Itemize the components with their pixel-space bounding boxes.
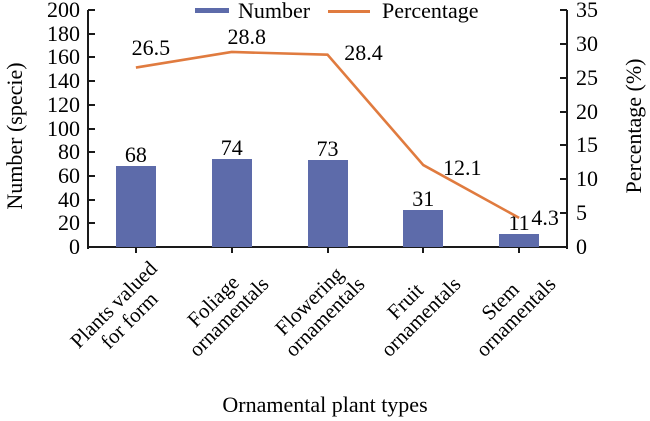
line-value-label: 28.8: [227, 23, 266, 49]
y-axis-tick-left: [88, 246, 95, 248]
y-axis-tick-label-left: 200: [47, 0, 80, 22]
y-axis-tick-label-left: 180: [47, 20, 80, 46]
line-value-label: 28.4: [344, 39, 383, 65]
y-axis-tick-right: [560, 76, 567, 79]
y-axis-tick-left: [88, 127, 95, 130]
bar-3: [307, 160, 348, 247]
bar-value-label: 31: [412, 186, 435, 212]
y-axis-tick-label-right: 25: [576, 64, 598, 90]
bar-4: [403, 210, 444, 247]
legend-line-swatch: [328, 10, 370, 13]
y-axis-tick-left: [88, 9, 95, 11]
bottom-axis-line: [87, 246, 568, 248]
bar-value-label: 68: [124, 142, 147, 168]
bar-1: [115, 166, 156, 247]
right-axis-line: [566, 10, 568, 249]
y-axis-tick-right: [560, 144, 567, 147]
y-axis-tick-label-right: 30: [576, 30, 598, 56]
y-axis-tick-right: [560, 246, 567, 248]
y-axis-tick-label-left: 80: [58, 139, 80, 165]
y-axis-tick-left: [88, 198, 95, 201]
x-axis-title: Ornamental plant types: [222, 392, 428, 417]
y-axis-tick-label-left: 160: [47, 44, 80, 70]
x-axis-tick: [326, 248, 329, 253]
y-axis-tick-label-left: 60: [58, 162, 80, 188]
y-axis-tick-left: [88, 103, 95, 106]
bar-value-label: 11: [508, 209, 530, 235]
y-axis-tick-left: [88, 151, 95, 154]
y-axis-tick-right: [560, 110, 567, 113]
y-axis-tick-right: [560, 178, 567, 181]
x-axis-tick: [134, 248, 137, 253]
y-axis-tick-label-left: 40: [58, 186, 80, 212]
y-axis-tick-right: [560, 42, 567, 45]
y-axis-tick-left: [88, 32, 95, 35]
line-value-label: 4.3: [531, 204, 559, 230]
legend-label-number: Number: [238, 0, 311, 23]
y-axis-tick-left: [88, 174, 95, 177]
y-axis-tick-right: [560, 9, 567, 11]
line-value-label: 26.5: [131, 34, 171, 60]
y-axis-tick-label-right: 10: [576, 166, 598, 192]
bar-value-label: 73: [316, 136, 339, 162]
y-axis-tick-right: [560, 212, 567, 215]
y-axis-tick-label-left: 20: [58, 210, 80, 236]
legend-label-percentage: Percentage: [382, 0, 479, 23]
x-axis-tick: [422, 248, 425, 253]
bar-5: [499, 233, 540, 247]
y-axis-tick-left: [88, 56, 95, 59]
y-axis-tick-label-left: 100: [47, 115, 80, 141]
legend-bar-swatch: [195, 8, 229, 13]
y-axis-tick-label-left: 0: [69, 234, 80, 259]
x-axis-tick: [230, 248, 233, 253]
y-axis-tick-label-right: 5: [576, 200, 587, 226]
line-value-label: 12.1: [443, 155, 482, 181]
y-axis-tick-label-left: 120: [47, 91, 80, 117]
y-axis-tick-label-right: 20: [576, 98, 598, 124]
y-axis-tick-label-left: 140: [47, 68, 80, 94]
bar-value-label: 74: [220, 135, 243, 161]
y-axis-tick-label-right: 15: [576, 132, 598, 158]
left-axis-line: [87, 10, 89, 249]
y-axis-tick-label-right: 35: [576, 0, 598, 22]
y-axis-tick-left: [88, 222, 95, 225]
y-axis-tick-label-right: 0: [576, 234, 587, 259]
bar-2: [211, 159, 252, 247]
y-axis-tick-left: [88, 80, 95, 83]
x-axis-tick: [518, 248, 521, 253]
